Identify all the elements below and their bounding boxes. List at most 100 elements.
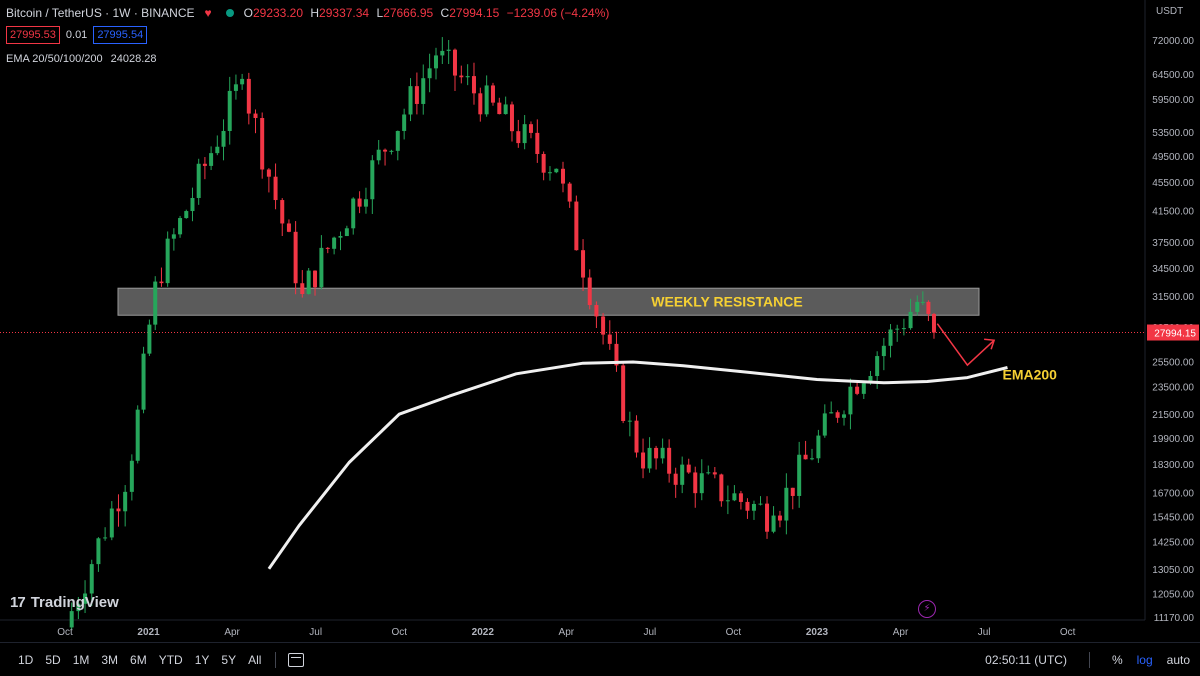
candle-body <box>233 84 238 91</box>
candle-body <box>240 78 245 85</box>
y-tick-label: 16700.00 <box>1152 488 1194 499</box>
price-chart[interactable]: USDT 72000.00 64500.00 59500.00 53500.00 4950… <box>0 0 1200 643</box>
x-tick-label: Apr <box>893 627 909 638</box>
calendar-icon[interactable] <box>288 652 305 667</box>
y-tick-label: 53500.00 <box>1152 128 1194 139</box>
resistance-label: WEEKLY RESISTANCE <box>651 294 802 310</box>
candle-body <box>725 500 730 502</box>
candle-body <box>332 237 337 249</box>
candle-body <box>178 218 183 235</box>
candle-body <box>765 503 770 532</box>
x-tick-label: 2021 <box>137 627 160 638</box>
candle-body <box>459 75 464 78</box>
candle-body <box>246 78 251 114</box>
candle-body <box>69 611 74 628</box>
candle-body <box>547 172 552 174</box>
candle-body <box>641 452 646 469</box>
candle-body <box>440 50 445 56</box>
chart-legend: Bitcoin / TetherUS · 1W · BINANCE ♥ O292… <box>6 6 613 66</box>
x-tick-label: Oct <box>1060 627 1076 638</box>
y-tick-label: 31500.00 <box>1152 292 1194 303</box>
candle-body <box>535 132 540 154</box>
indicator-legend[interactable]: EMA 20/50/100/200 24028.28 <box>6 52 613 66</box>
candle-body <box>908 311 913 329</box>
projection-path <box>936 323 995 367</box>
tradingview-logo: 17 TradingView <box>10 594 119 611</box>
ohlc-values: O29233.20 H29337.34 L27666.95 C27994.15 … <box>243 6 610 20</box>
candle-body <box>135 409 140 461</box>
bottom-toolbar: 1D 5D 1M 3M 6M YTD 1Y 5Y All 02:50:11 (U… <box>0 642 1200 676</box>
percent-scale-toggle[interactable]: % <box>1111 652 1123 667</box>
candle-body <box>745 501 750 511</box>
timeframe-1d[interactable]: 1D <box>18 652 34 667</box>
x-tick-label: Apr <box>224 627 240 638</box>
candle-body <box>758 503 763 505</box>
indicator-name: EMA 20/50/100/200 <box>6 53 103 65</box>
utc-clock[interactable]: 02:50:11 (UTC) <box>985 652 1067 667</box>
y-tick-label: 64500.00 <box>1152 70 1194 81</box>
candle-body <box>338 236 343 238</box>
candle-body <box>901 328 906 330</box>
candle-body <box>129 460 134 492</box>
candle-body <box>395 130 400 151</box>
auto-scale-toggle[interactable]: auto <box>1166 652 1190 667</box>
timeframe-1y[interactable]: 1Y <box>194 652 210 667</box>
candle-body <box>895 328 900 330</box>
timeframe-5y[interactable]: 5Y <box>221 652 237 667</box>
y-tick-label: 11170.00 <box>1154 613 1195 624</box>
candle-body <box>260 118 265 170</box>
candle-body <box>159 281 164 284</box>
candle-body <box>490 85 495 103</box>
candle-body <box>574 201 579 251</box>
tradingview-brand: TradingView <box>30 594 119 611</box>
candle-body <box>215 146 220 154</box>
candle-body <box>116 508 121 512</box>
candle-body <box>408 86 413 115</box>
candle-body <box>280 200 285 224</box>
candle-body <box>706 472 711 474</box>
candle-body <box>165 238 170 284</box>
candle-body <box>452 49 457 76</box>
ema200-line <box>267 360 1008 570</box>
ema200-label: EMA200 <box>1003 367 1058 383</box>
tradingview-logo-icon: 17 <box>10 594 26 611</box>
candle-body <box>325 247 330 249</box>
sell-price-button[interactable]: 27995.53 <box>6 26 60 44</box>
candle-body <box>809 458 814 460</box>
timeframe-5d[interactable]: 5D <box>45 652 61 667</box>
y-tick-label: 45500.00 <box>1152 178 1194 189</box>
candle-body <box>389 150 394 152</box>
candle-body <box>931 313 936 333</box>
candle-body <box>209 153 214 166</box>
candle-body <box>581 250 586 278</box>
candle-body <box>784 487 789 521</box>
candle-body <box>83 593 88 604</box>
heart-icon[interactable]: ♥ <box>204 6 212 20</box>
candle-body <box>433 55 438 69</box>
timeframe-ytd[interactable]: YTD <box>158 652 183 667</box>
x-tick-label: Oct <box>726 627 742 638</box>
candle-body <box>861 383 866 394</box>
candle-body <box>816 435 821 459</box>
y-tick-label: 23500.00 <box>1152 383 1194 394</box>
price-axis <box>1145 0 1200 620</box>
candle-body <box>465 76 470 78</box>
log-scale-toggle[interactable]: log <box>1136 652 1153 667</box>
timeframe-all[interactable]: All <box>248 652 262 667</box>
candle-body <box>601 316 606 335</box>
candle-body <box>614 343 619 366</box>
price-axis-unit: USDT <box>1156 6 1183 17</box>
timeframe-6m[interactable]: 6M <box>130 652 147 667</box>
lightning-icon[interactable]: ⚡ <box>918 600 936 618</box>
timeframe-1m[interactable]: 1M <box>72 652 90 667</box>
candle-body <box>190 197 195 212</box>
buy-price-button[interactable]: 27995.54 <box>93 26 148 44</box>
candle-body <box>594 305 599 317</box>
candle-body <box>693 472 698 494</box>
candle-body <box>351 198 356 229</box>
symbol-title[interactable]: Bitcoin / TetherUS · 1W · BINANCE <box>6 6 195 20</box>
candle-body <box>771 515 776 532</box>
timeframe-3m[interactable]: 3M <box>101 652 119 667</box>
candle-body <box>554 168 559 173</box>
candle-body <box>402 114 407 131</box>
